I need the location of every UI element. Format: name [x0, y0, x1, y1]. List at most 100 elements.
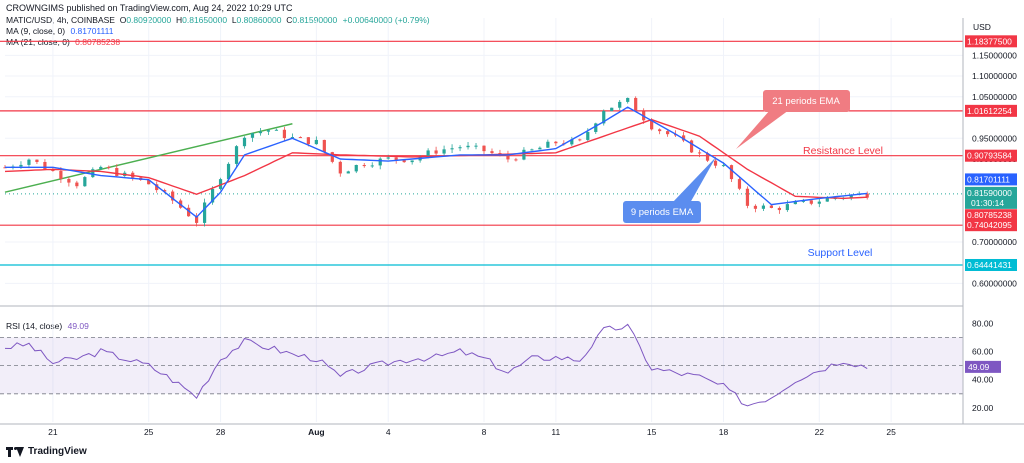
price-badge	[965, 173, 1017, 186]
price-badge-label: 0.81590000	[967, 188, 1012, 198]
x-tick-label: 25	[886, 427, 896, 437]
candle-body	[769, 205, 773, 208]
candle-body	[75, 182, 79, 187]
ma21-value: 0.80785238	[75, 37, 121, 47]
candle-body	[394, 157, 398, 161]
axes: 21 25 28 Aug 4 8 11 15 18 22 25 USD 1.15000000 1.1000…	[0, 18, 1024, 437]
price-badge	[965, 186, 1017, 209]
ma9-value: 0.81701111	[70, 26, 114, 36]
level-label: 0.90793584	[967, 151, 1012, 161]
candle-body	[737, 179, 742, 189]
symbol-label[interactable]: MATIC/USD, 4h, COINBASE	[6, 15, 115, 25]
ema9-line	[5, 106, 868, 219]
candle-body	[91, 169, 95, 178]
price-tick-label: 1.10000000	[972, 71, 1017, 81]
candle-body	[689, 140, 694, 153]
candle-body	[274, 129, 279, 131]
grid	[5, 18, 963, 422]
candle-body	[785, 204, 789, 211]
candle-body	[610, 107, 614, 112]
candle-body	[745, 188, 750, 206]
candle-body	[466, 145, 470, 148]
candle-body	[322, 139, 326, 153]
candle-body	[378, 158, 382, 166]
candle-body	[713, 160, 718, 166]
candle-body	[658, 129, 662, 132]
candle-body	[115, 168, 119, 176]
x-tick-label: 18	[719, 427, 729, 437]
price-tick-label: 1.15000000	[972, 50, 1017, 60]
level-label: 0.74042095	[967, 220, 1012, 230]
candle-body	[753, 205, 758, 209]
candle-body	[306, 137, 310, 145]
countdown-label: 01:30:14	[971, 198, 1004, 208]
candle-body	[538, 147, 542, 150]
resistance-label: Resistance Level	[803, 145, 883, 157]
candle-body	[474, 145, 478, 147]
candle-body	[218, 179, 223, 189]
candle-body	[618, 101, 622, 108]
ma9-legend[interactable]: MA (9, close, 0) 0.81701111	[6, 26, 113, 36]
rsi-tick-label: 60.00	[972, 346, 994, 356]
trendline-segment[interactable]	[4, 123, 293, 193]
candle-body	[514, 159, 518, 161]
ema21-callout-pointer	[736, 110, 789, 149]
trendline[interactable]	[4, 123, 293, 193]
rsi-label: RSI (14, close)	[6, 321, 63, 331]
x-tick-label: 8	[482, 427, 487, 437]
candle-body	[59, 170, 63, 179]
ema21-callout-label: 21 periods EMA	[772, 96, 840, 107]
candle-body	[147, 179, 151, 185]
candle-body	[410, 160, 414, 163]
candle-body	[705, 153, 710, 161]
x-tick-label: 28	[216, 427, 226, 437]
x-tick-label: 11	[551, 427, 560, 437]
rsi-value: 49.09	[67, 321, 89, 331]
x-tick-label: 4	[386, 427, 391, 437]
candle-body	[386, 157, 390, 159]
ema9-callout[interactable]	[623, 201, 701, 223]
candle-body	[490, 151, 494, 154]
candle-body	[354, 164, 358, 172]
candle-body	[258, 131, 263, 134]
candle-body	[721, 165, 726, 167]
candle-body	[242, 137, 247, 147]
footer-brand[interactable]: TradingView	[6, 446, 87, 457]
candle-body	[697, 152, 702, 154]
ma21-legend[interactable]: MA (21, close, 0) 0.80785238	[6, 37, 120, 47]
candle-body	[202, 202, 207, 223]
candle-body	[370, 165, 374, 167]
candle-body	[210, 188, 215, 203]
level-badge	[965, 149, 1017, 162]
annotations[interactable]: 21 periods EMA 9 periods EMA Resistance Le…	[623, 90, 883, 259]
candle-body	[226, 163, 231, 180]
ema21-callout[interactable]	[763, 90, 850, 112]
level-badge	[965, 35, 1017, 48]
candle-body	[83, 177, 87, 187]
candle-body	[298, 137, 302, 139]
price-axis-unit: USD	[973, 22, 991, 32]
candle-body	[155, 184, 159, 191]
candle-body	[650, 120, 654, 130]
candle-body	[482, 145, 486, 152]
candle-body	[107, 166, 111, 169]
candle-body	[250, 133, 255, 138]
rsi-line	[4, 323, 868, 407]
candle-body	[849, 194, 853, 198]
horizontal-levels	[0, 40, 963, 395]
candle-body	[43, 161, 47, 170]
candle-body	[817, 201, 821, 204]
candle-body	[187, 207, 191, 217]
candle-body	[402, 160, 406, 163]
rsi-legend[interactable]: RSI (14, close) 49.09	[6, 321, 89, 331]
price-tick-label: 0.95000000	[972, 133, 1017, 143]
rsi-tick-label: 80.00	[972, 318, 994, 328]
ema9-callout-label: 9 periods EMA	[631, 207, 694, 218]
ohlc-close: C0.81590000	[286, 15, 338, 25]
price-badge	[965, 209, 1017, 222]
x-tick-label: 22	[815, 427, 825, 437]
publish-caption: CROWNGIMS published on TradingView.com, …	[6, 3, 293, 13]
candle-body	[442, 149, 446, 154]
candle-body	[163, 190, 167, 192]
